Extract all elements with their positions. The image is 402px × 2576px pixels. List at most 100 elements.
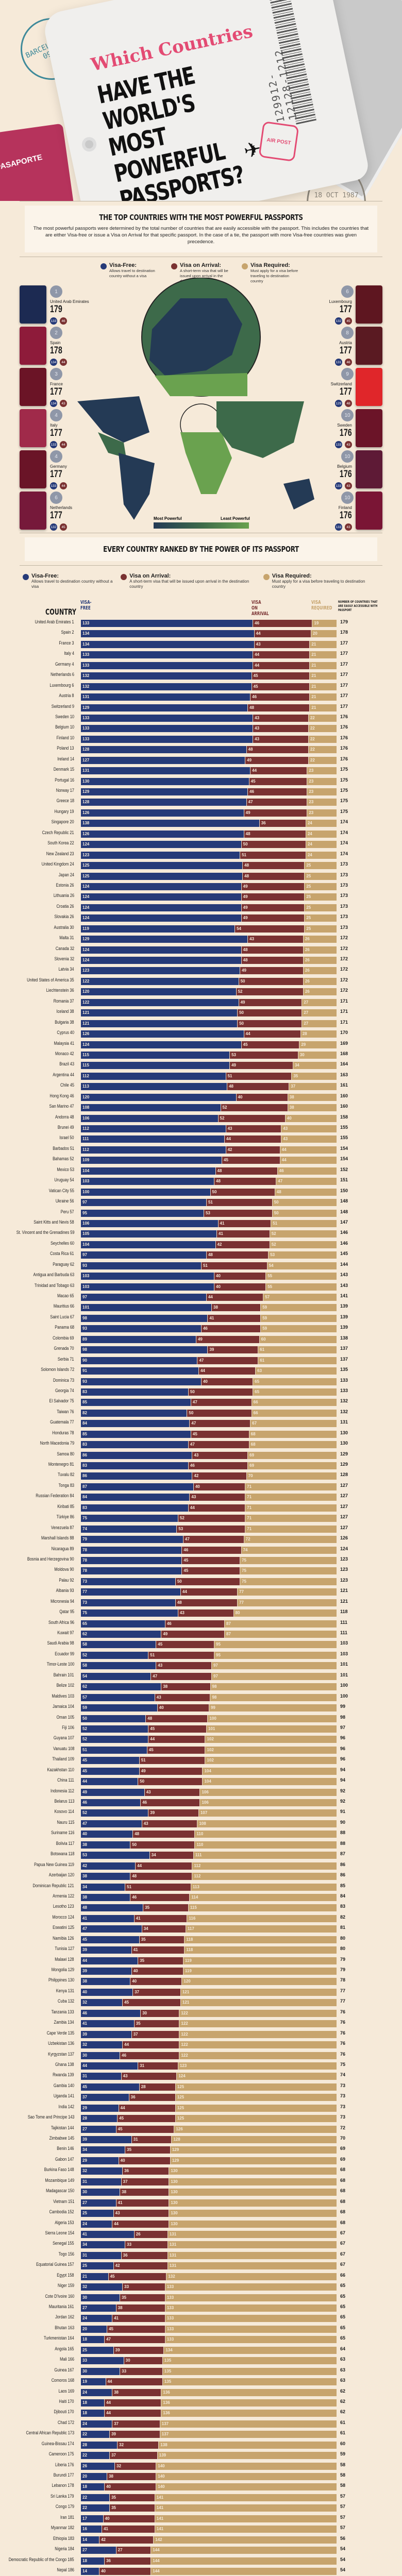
- bar-visa-free: 133: [81, 620, 253, 627]
- visa-badges: 133 44: [50, 482, 67, 489]
- bar-visa-free: 41: [81, 2020, 134, 2028]
- bar-visa-required: 51: [271, 1219, 337, 1227]
- stacked-bar: 32 33 133: [81, 2283, 337, 2291]
- stacked-bar: 41 35 122: [81, 2020, 337, 2028]
- total-label: 148: [340, 1198, 348, 1204]
- table-row: Iran 181 17 40 141 57: [0, 2514, 402, 2524]
- bar-visa-free: 124: [81, 914, 241, 922]
- bar-visa-free: 97: [81, 1294, 206, 1301]
- stacked-bar: 29 44 125: [81, 2104, 337, 2112]
- top-passport-card: 10 Belgium 176 133 43: [294, 450, 384, 493]
- bar-visa-arrival: 35: [143, 1904, 188, 1912]
- bar-visa-free: 34: [81, 2241, 125, 2249]
- total-label: 145: [340, 1251, 348, 1257]
- bar-visa-free: 14: [81, 2567, 99, 2575]
- country-label: Iran 181: [60, 2514, 74, 2520]
- bar-visa-required: 68: [248, 1441, 337, 1449]
- country-label: Papua New Guinea 119: [34, 1861, 74, 1867]
- passport-cover-image: [356, 409, 382, 447]
- top-passport-card: 8 Austria 177 131 46: [294, 327, 384, 369]
- bar-visa-free: 74: [81, 1525, 177, 1533]
- bar-visa-free: 25: [81, 2210, 113, 2217]
- country-label: Serbia 71: [58, 1356, 74, 1362]
- table-row: Canada 32 124 48 26 172: [0, 945, 402, 955]
- bar-visa-free: 22: [81, 2431, 110, 2438]
- bar-visa-arrival: 49: [195, 1335, 259, 1343]
- total-accessible: 176: [340, 428, 352, 438]
- table-row: Czech Republic 21 126 48 24 174: [0, 829, 402, 839]
- visa-badges: 134 44: [50, 359, 67, 366]
- bar-visa-arrival: 41: [216, 1230, 270, 1238]
- total-label: 76: [340, 2041, 346, 2046]
- bar-visa-required: 140: [156, 2462, 337, 2470]
- prague-stamp-city: PRAGUE: [314, 199, 358, 201]
- rank-badge: 6: [341, 285, 354, 298]
- table-row: Saint Kitts and Nevis 58 106 41 51 147: [0, 1218, 402, 1229]
- table-row: Comoros 168 19 44 135 63: [0, 2377, 402, 2387]
- visa-arrival-badge: 43: [345, 441, 352, 448]
- bar-visa-free: 134: [81, 640, 254, 648]
- table-row: China 111 44 50 104 94: [0, 1776, 402, 1787]
- stacked-bar: 84 47 67: [81, 1420, 337, 1428]
- passport-illustration-label: PASAPORTE: [0, 152, 43, 173]
- total-label: 68: [340, 2209, 346, 2215]
- stacked-bar: 121 50 27: [81, 1020, 337, 1027]
- total-label: 130: [340, 1430, 348, 1435]
- total-accessible: 179: [50, 304, 62, 315]
- table-row: Kyrgyzstan 137 30 46 122 76: [0, 2050, 402, 2061]
- visa-badges: 132 45: [50, 523, 67, 531]
- total-label: 176: [340, 745, 348, 751]
- country-name: Austria: [339, 341, 352, 345]
- country-label: Burundi 177: [54, 2472, 74, 2478]
- country-label: Belize 102: [56, 1683, 74, 1688]
- total-label: 98: [340, 1714, 346, 1720]
- table-row: Palau 92 73 50 75 123: [0, 1577, 402, 1587]
- stacked-bar: 32 36 130: [81, 2167, 337, 2175]
- bar-visa-required: 130: [169, 2167, 337, 2175]
- total-label: 174: [340, 851, 348, 856]
- table-row: Haiti 170 18 44 136 62: [0, 2398, 402, 2408]
- country-name: Sweden: [337, 423, 352, 428]
- bar-visa-arrival: 44: [224, 1136, 281, 1143]
- bar-visa-required: 131: [167, 2241, 337, 2249]
- bar-visa-required: 60: [259, 1335, 337, 1343]
- bar-visa-free: 20: [81, 2473, 107, 2480]
- country-label: Ethiopia 183: [53, 2535, 74, 2541]
- table-row: Belize 102 62 38 98 100: [0, 1682, 402, 1692]
- country-label: Panama 68: [55, 1325, 74, 1330]
- bar-visa-arrival: 43: [121, 2073, 177, 2080]
- country-label: Greece 18: [56, 798, 74, 804]
- total-label: 90: [340, 1819, 346, 1825]
- stacked-bar: 25 39 134: [81, 2346, 337, 2354]
- bar-visa-arrival: 40: [157, 1704, 209, 1712]
- bar-visa-arrival: 46: [164, 1620, 225, 1628]
- table-row: Belarus 113 46 46 106 92: [0, 1798, 402, 1808]
- country-label: Philippines 130: [48, 1977, 74, 1983]
- bar-visa-required: 75: [240, 1556, 337, 1564]
- bar-visa-required: 26: [303, 946, 337, 954]
- bar-visa-free: 48: [81, 1904, 143, 1912]
- bar-visa-arrival: 38: [211, 1304, 261, 1312]
- bar-visa-arrival: 38: [112, 2388, 161, 2396]
- country-label: Togo 156: [58, 2251, 74, 2257]
- stacked-bar: 45 28 125: [81, 2083, 337, 2091]
- table-row: Ethiopia 183 14 42 142 56: [0, 2535, 402, 2545]
- stacked-bar: 38 48 112: [81, 1873, 337, 1880]
- bar-visa-required: 136: [161, 2399, 337, 2406]
- total-label: 127: [340, 1503, 348, 1509]
- stacked-bar: 52 51 95: [81, 1651, 337, 1659]
- bar-visa-free: 78: [81, 1546, 182, 1554]
- total-label: 139: [340, 1325, 348, 1330]
- stacked-bar: 133 43 22: [81, 714, 337, 722]
- stacked-bar: 42 44 112: [81, 1862, 337, 1870]
- bar-visa-free: 18: [81, 2336, 105, 2344]
- bar-visa-arrival: 47: [190, 1399, 252, 1406]
- country-label: Belarus 113: [54, 1799, 74, 1804]
- stacked-bar: 97 44 57: [81, 1294, 337, 1301]
- table-row: Slovenia 32 124 48 26 172: [0, 955, 402, 965]
- bar-visa-arrival: 48: [243, 830, 306, 838]
- total-label: 177: [340, 640, 348, 646]
- country-label: Kenya 131: [56, 1988, 74, 1993]
- country-label: Albania 93: [56, 1588, 74, 1594]
- total-label: 158: [340, 1114, 348, 1120]
